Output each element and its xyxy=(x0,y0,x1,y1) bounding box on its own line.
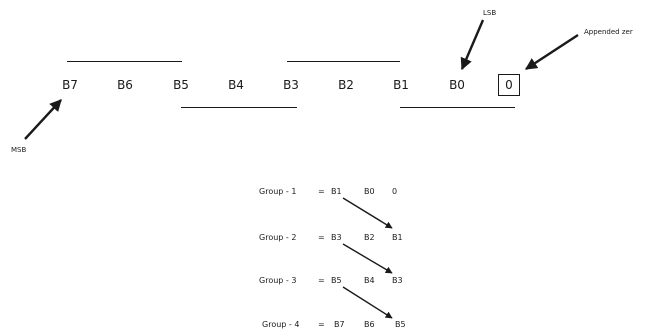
group-equals: = xyxy=(318,187,325,196)
bit-b4: B4 xyxy=(228,78,244,92)
group-bit: B0 xyxy=(364,187,375,196)
group-label: Group - 2 xyxy=(259,233,297,242)
bit-b5: B5 xyxy=(173,78,189,92)
lsb-label: LSB xyxy=(483,9,497,17)
appended-zero: 0 xyxy=(505,78,513,92)
overlap-arrow-1 xyxy=(342,197,393,229)
group-bit: B5 xyxy=(395,320,406,329)
bit-b2: B2 xyxy=(338,78,354,92)
appended-zero-arrow xyxy=(524,33,579,71)
group-bit: B3 xyxy=(331,233,342,242)
group-bit: B2 xyxy=(364,233,375,242)
group-equals: = xyxy=(318,276,325,285)
group-bit: B4 xyxy=(364,276,375,285)
appended-zero-box xyxy=(498,74,520,96)
underbar-group-1 xyxy=(400,107,515,108)
overbar-group-4 xyxy=(67,61,182,62)
lsb-arrow xyxy=(460,19,485,71)
group-equals: = xyxy=(318,233,325,242)
bit-b0: B0 xyxy=(449,78,465,92)
group-label: Group - 4 xyxy=(262,320,300,329)
group-bit: 0 xyxy=(392,187,398,196)
bit-b1: B1 xyxy=(393,78,409,92)
bit-b7: B7 xyxy=(62,78,78,92)
appended-zero-label: Appended zer xyxy=(584,28,633,36)
group-bit: B6 xyxy=(364,320,375,329)
msb-arrow xyxy=(24,99,62,140)
overlap-arrow-3 xyxy=(342,286,393,319)
msb-label: MSB xyxy=(11,146,27,154)
group-bit: B5 xyxy=(331,276,342,285)
bit-b6: B6 xyxy=(117,78,133,92)
group-label: Group - 1 xyxy=(259,187,297,196)
overbar-group-2 xyxy=(287,61,400,62)
group-label: Group - 3 xyxy=(259,276,297,285)
bit-b3: B3 xyxy=(283,78,299,92)
group-bit: B1 xyxy=(392,233,403,242)
group-bit: B7 xyxy=(334,320,345,329)
underbar-group-3 xyxy=(181,107,297,108)
group-equals: = xyxy=(318,320,325,329)
overlap-arrow-2 xyxy=(342,243,393,274)
group-bit: B1 xyxy=(331,187,342,196)
group-bit: B3 xyxy=(392,276,403,285)
